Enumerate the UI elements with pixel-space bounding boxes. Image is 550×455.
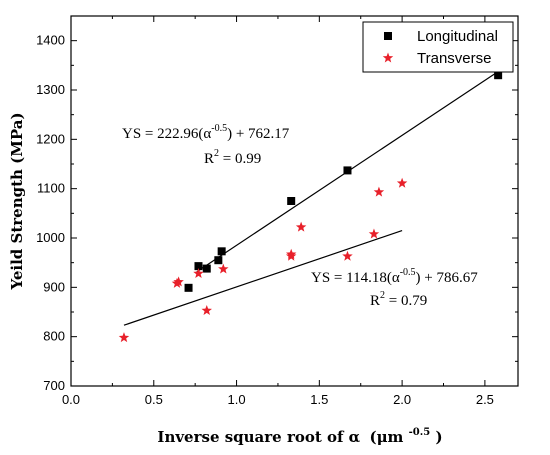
point-longitudinal (217, 247, 226, 256)
point-transverse (201, 305, 212, 315)
longitudinal-r2: R2 = 0.99 (204, 148, 261, 167)
longitudinal-fit-annotation: YS = 222.96(α-0.5) + 762.17 R2 = 0.99 (122, 123, 290, 167)
transverse-r2: R2 = 0.79 (370, 290, 427, 309)
point-transverse (218, 263, 229, 274)
point-transverse (285, 248, 297, 259)
transverse-equation: YS = 114.18(α-0.5) + 786.67 (311, 267, 478, 286)
point-longitudinal (494, 71, 503, 80)
point-longitudinal (184, 283, 193, 292)
y-tick-label: 900 (43, 279, 65, 294)
point-longitudinal (202, 264, 211, 273)
point-transverse (342, 250, 353, 261)
legend-longitudinal-label: Longitudinal (417, 28, 498, 45)
x-tick-label: 2.5 (476, 392, 494, 407)
y-tick-label: 700 (43, 378, 65, 393)
transverse-fit-annotation: YS = 114.18(α-0.5) + 786.67 R2 = 0.79 (311, 267, 478, 309)
point-longitudinal (343, 166, 352, 175)
longitudinal-equation: YS = 222.96(α-0.5) + 762.17 (122, 123, 290, 142)
fit-line-transverse (123, 230, 403, 326)
legend: Longitudinal Transverse (362, 21, 514, 73)
point-transverse (173, 276, 184, 287)
point-transverse (368, 228, 380, 239)
x-tick-label: 1.0 (228, 392, 246, 407)
y-tick-label: 800 (43, 329, 65, 344)
y-tick-label: 1400 (36, 33, 65, 48)
point-longitudinal (194, 262, 203, 271)
point-transverse (396, 177, 408, 188)
y-tick-label: 1000 (36, 230, 65, 245)
y-tick-label: 1300 (36, 82, 65, 97)
point-longitudinal (214, 256, 223, 265)
point-transverse (295, 221, 307, 232)
point-transverse (118, 332, 130, 343)
y-tick-label: 1100 (37, 181, 65, 196)
x-tick-label: 0.0 (62, 392, 80, 407)
legend-box (362, 21, 514, 73)
x-tick-label: 0.5 (145, 392, 163, 407)
y-tick-label: 1200 (36, 131, 65, 146)
y-axis-title: Yeild Strength (MPa) (8, 112, 26, 290)
point-transverse (373, 186, 385, 197)
legend-transverse-marker (382, 52, 394, 63)
plot-frame (70, 15, 519, 387)
legend-longitudinal-marker (384, 32, 392, 40)
x-tick-label: 1.5 (310, 392, 328, 407)
point-transverse (193, 268, 204, 278)
x-tick-label: 2.0 (393, 392, 411, 407)
legend-transverse-label: Transverse (417, 50, 491, 67)
legend-star-shape (382, 52, 394, 63)
x-axis-title: Inverse square root of α (μm -0.5 ) (157, 421, 442, 446)
point-longitudinal (287, 197, 296, 205)
